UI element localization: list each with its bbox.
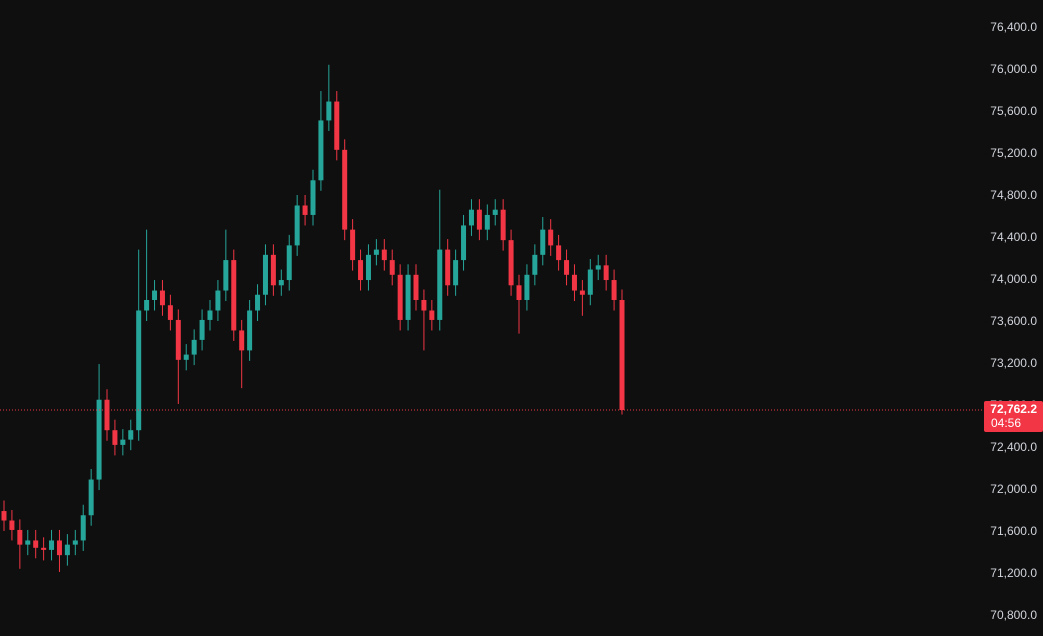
candle-body [611,280,617,300]
candle-body [453,260,459,286]
candle-body [437,249,443,320]
candle-body [191,339,197,355]
candle-body [136,310,142,431]
y-tick-label: 75,200.0 [990,146,1037,160]
y-tick-label: 72,000.0 [990,482,1037,496]
candle-body [429,310,435,320]
candle-body [342,149,348,230]
countdown: 04:56 [991,416,1021,430]
candle-body [373,249,379,255]
candle-body [1,511,7,521]
candle-body [199,319,205,340]
candle-body [49,540,55,550]
candle-body [548,229,554,246]
candle-body [270,254,276,286]
candle-body [358,260,364,281]
candle-body [468,209,474,226]
candle-body [25,540,31,545]
candle-body [564,260,570,275]
y-tick-label: 73,200.0 [990,356,1037,370]
candle-body [492,209,498,215]
candle-body [262,254,268,295]
candle-body [579,290,585,295]
candle-body [595,265,601,270]
candle-body [294,205,300,246]
candle-body [41,547,47,550]
y-tick-label: 74,400.0 [990,230,1037,244]
candle-body [286,245,292,281]
y-tick-label: 74,000.0 [990,272,1037,286]
last-price-label: 72,762.2 [990,402,1037,416]
candle-body [587,269,593,295]
candle-body [17,529,23,545]
y-tick-label: 71,600.0 [990,524,1037,538]
candle-body [508,240,514,286]
candle-body [215,290,221,311]
y-tick-label: 73,600.0 [990,314,1037,328]
candle-body [310,180,316,215]
candle-body [571,274,577,291]
candle-body [9,520,15,530]
candle-body [461,225,467,261]
candle-body [64,544,70,556]
candle-body [484,214,490,230]
candle-body [239,330,245,351]
candle-body [80,515,86,541]
y-tick-label: 70,800.0 [990,608,1037,622]
candle-body [88,479,94,516]
candle-body [72,540,78,545]
y-tick-label: 74,800.0 [990,188,1037,202]
candle-body [183,354,189,360]
candle-body [144,299,150,311]
y-tick-label: 76,400.0 [990,20,1037,34]
y-tick-label: 71,200.0 [990,566,1037,580]
candle-body [500,209,506,241]
candle-body [207,310,213,320]
candle-body [167,305,173,320]
candle-body [128,430,134,440]
candle-body [405,274,411,320]
candle-body [540,229,546,255]
candle-body [247,310,253,351]
candle-body [223,260,229,291]
candle-body [33,540,39,548]
candle-body [421,299,427,311]
candle-body [381,249,387,261]
candle-body [413,274,419,300]
y-tick-label: 72,400.0 [990,440,1037,454]
candle-body [524,274,530,300]
last-price-box [984,401,1043,433]
candle-body [120,439,126,445]
y-tick-label: 76,000.0 [990,62,1037,76]
candle-body [175,319,181,360]
candle-body [619,299,625,411]
candle-body [152,290,158,300]
candle-body [476,209,482,230]
candle-body [112,430,118,445]
candle-body [516,285,522,300]
candle-body [56,540,62,556]
candle-body [556,245,562,261]
candle-body [389,260,395,275]
candle-body [159,290,165,306]
candle-body [278,280,284,286]
candle-body [104,399,110,431]
y-tick-label: 75,600.0 [990,104,1037,118]
candle-body [397,274,403,320]
candle-body [445,249,451,286]
candle-body [96,399,102,480]
candle-body [231,260,237,331]
candle-body [334,101,340,150]
candle-body [532,254,538,275]
candle-body [603,265,609,281]
candle-body [318,120,324,181]
candle-body [350,229,356,261]
candle-body [326,101,332,121]
candle-body [255,294,261,311]
candle-body [302,205,308,215]
candle-body [365,254,371,281]
